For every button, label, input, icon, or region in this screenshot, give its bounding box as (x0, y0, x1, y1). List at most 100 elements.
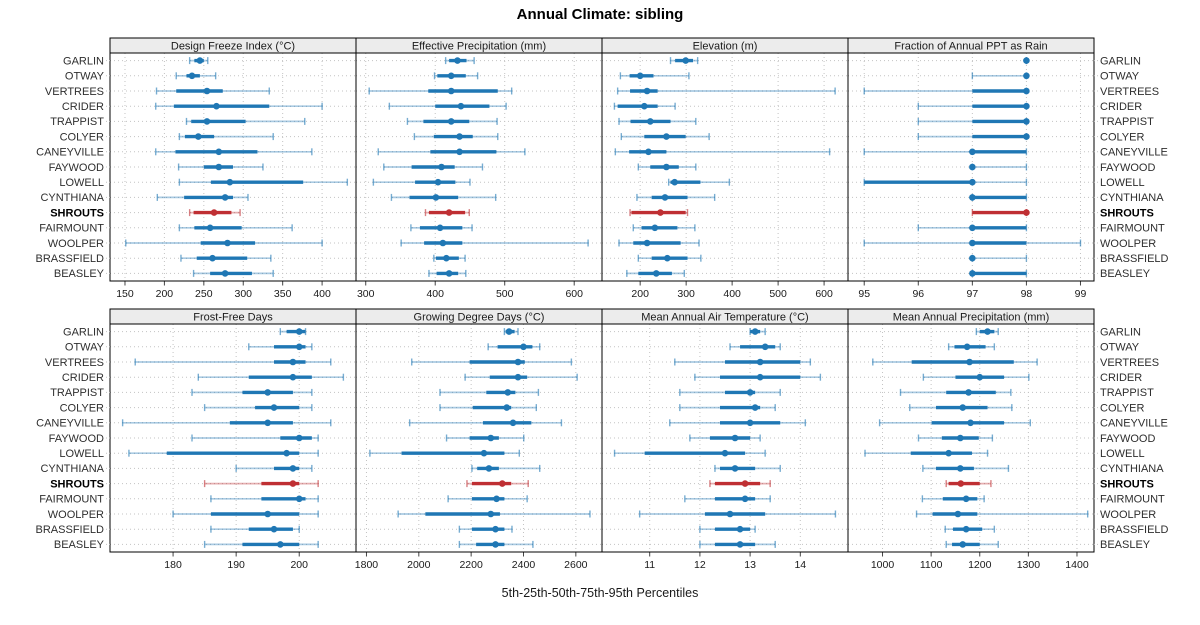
station-label-right: OTWAY (1100, 342, 1140, 354)
median-dot (1023, 72, 1030, 80)
percentile-row (191, 388, 313, 396)
percentile-row (694, 373, 822, 381)
axis-tick-label: 1800 (355, 559, 379, 571)
percentile-row (969, 193, 1028, 201)
median-dot (736, 525, 744, 533)
percentile-row (618, 239, 700, 247)
median-dot (965, 389, 972, 396)
median-dot (215, 148, 223, 156)
percentile-row (945, 480, 992, 488)
station-label-left: LOWELL (59, 177, 104, 189)
panel-effective-precipitation-mm-: Effective Precipitation (mm) 300 400 500 600 (355, 37, 603, 300)
strip-title: Fraction of Annual PPT as Rain (894, 41, 1047, 53)
median-dot (283, 449, 290, 457)
median-dot (746, 419, 754, 427)
axis-tick-label: 600 (815, 288, 833, 300)
median-dot (657, 209, 664, 216)
median-dot (215, 163, 223, 171)
percentile-row (185, 117, 306, 125)
panel-mean-annual-air-temperature-c-: Mean Annual Air Temperature (°C) 11 12 13 14 (601, 308, 849, 571)
station-label-left: FAYWOOD (49, 433, 104, 445)
median-dot (514, 373, 522, 381)
percentile-row (863, 178, 1028, 186)
percentile-row (464, 373, 578, 381)
percentile-row (709, 480, 771, 488)
station-label-left: CYNTHIANA (40, 463, 104, 475)
chart-title: Annual Climate: sibling (516, 6, 684, 23)
percentile-row (203, 404, 313, 412)
station-label-left: BRASSFIELD (36, 524, 105, 536)
station-label-left: BEASLEY (54, 539, 105, 551)
median-dot (641, 102, 648, 110)
percentile-row (674, 358, 812, 366)
station-label-right: WOOLPER (1100, 509, 1156, 521)
percentile-row (445, 434, 525, 442)
median-dot (731, 434, 739, 442)
percentile-row (947, 343, 996, 351)
panel-growing-degree-days-c-: Growing Degree Days (°C) 1800 2000 2200 2400… (355, 308, 603, 571)
percentile-row (447, 495, 528, 503)
median-dot (1023, 102, 1030, 110)
station-label-left: BEASLEY (54, 268, 105, 280)
median-dot (447, 118, 455, 125)
percentile-row (616, 87, 836, 95)
panel-elevation-m-: Elevation (m) 200 300 400 500 600 (601, 37, 849, 300)
median-dot (221, 270, 229, 277)
median-dot (736, 541, 744, 548)
median-dot (277, 541, 284, 548)
axis-tick-label: 200 (631, 288, 649, 300)
station-label-right: VERTREES (1100, 86, 1159, 98)
station-label-left: FAIRMOUNT (39, 223, 104, 235)
median-dot (969, 148, 976, 156)
percentile-row (197, 373, 345, 381)
median-dot (651, 224, 659, 232)
percentile-row (397, 510, 591, 518)
percentile-row (689, 434, 761, 442)
axis-tick-label: 400 (426, 288, 444, 300)
percentile-row (626, 269, 686, 277)
station-label-left: WOOLPER (48, 238, 104, 250)
percentile-row (969, 254, 1028, 262)
percentile-row (192, 269, 274, 277)
percentile-row (210, 495, 319, 503)
median-dot (264, 419, 271, 427)
station-label-right: CYNTHIANA (1100, 192, 1164, 204)
percentile-row (944, 525, 996, 533)
station-label-left: COLYER (60, 131, 104, 143)
median-dot (295, 343, 303, 351)
median-dot (203, 118, 211, 125)
median-dot (492, 525, 499, 533)
percentile-row (729, 343, 781, 351)
axis-tick-label: 200 (156, 288, 174, 300)
station-label-left: SHROUTS (50, 207, 104, 219)
percentile-row (613, 102, 676, 110)
axis-tick-label: 96 (912, 288, 924, 300)
percentile-row (629, 209, 689, 217)
percentile-row (175, 72, 217, 80)
percentile-row (121, 419, 332, 427)
station-label-left: LOWELL (59, 448, 104, 460)
percentile-row (503, 328, 519, 336)
median-dot (969, 224, 976, 232)
percentile-row (749, 328, 766, 336)
station-label-right: FAYWOOD (1100, 433, 1155, 445)
median-dot (221, 194, 229, 201)
median-dot (443, 254, 450, 262)
percentile-row (410, 224, 473, 232)
axis-tick-label: 95 (858, 288, 870, 300)
percentile-row (177, 163, 264, 171)
axis-tick-label: 300 (677, 288, 695, 300)
percentile-row (408, 419, 563, 427)
median-dot (498, 480, 506, 487)
percentile-row (917, 434, 994, 442)
median-dot (445, 209, 453, 216)
median-dot (984, 328, 991, 335)
percentile-row (368, 87, 513, 95)
median-dot (959, 404, 967, 411)
percentile-row (433, 254, 466, 262)
median-dot (492, 541, 499, 548)
percentile-row (411, 358, 573, 366)
percentile-row (428, 269, 467, 277)
percentile-row (203, 480, 319, 488)
